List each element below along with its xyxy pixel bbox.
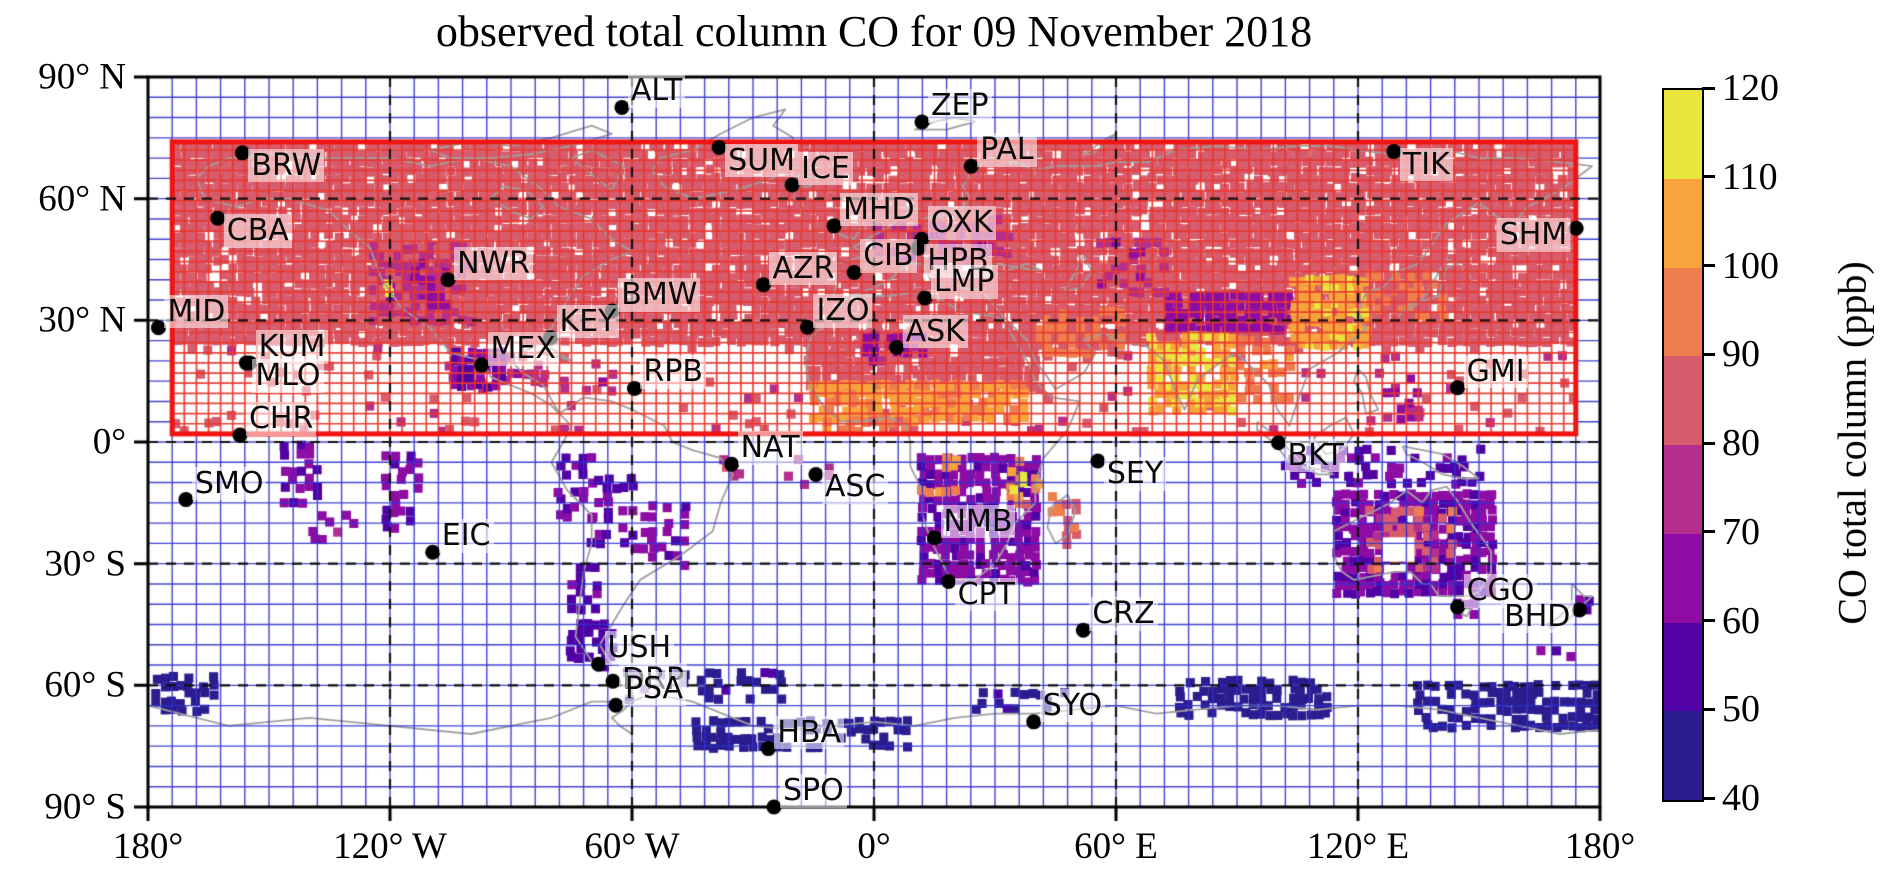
colorbar-tick-label: 100 [1722, 244, 1779, 287]
colorbar-tick [1702, 175, 1715, 179]
station-label-psa: PSA [621, 672, 687, 706]
colorbar-band [1664, 267, 1702, 357]
x-tick-label: 60° E [1074, 826, 1158, 867]
y-tick-label: 0° [92, 421, 126, 463]
station-label-mhd: MHD [840, 193, 918, 227]
station-label-nat: NAT [737, 431, 803, 465]
station-label-asc: ASC [821, 470, 889, 505]
colorbar-tick [1702, 86, 1715, 90]
x-tick-label: 120° E [1306, 826, 1410, 867]
y-tick-label: 60° N [38, 178, 126, 220]
station-label-shm: SHM [1496, 218, 1571, 252]
station-label-mex: MEX [487, 332, 559, 366]
station-label-alt: ALT [627, 74, 686, 108]
station-label-brw: BRW [248, 149, 325, 183]
colorbar-tick-label: 90 [1722, 333, 1760, 376]
station-label-spo: SPO [779, 774, 847, 808]
x-tick-label: 0° [857, 826, 891, 867]
station-label-sum: SUM [725, 143, 798, 178]
station-label-cpt: CPT [954, 577, 1018, 612]
colorbar-tick [1702, 707, 1715, 711]
colorbar-band [1664, 711, 1702, 800]
station-label-gmi: GMI [1463, 355, 1528, 389]
y-tick-label: 90° N [38, 56, 126, 98]
station-label-tik: TIK [1399, 148, 1453, 182]
x-tick-label: 120° W [333, 826, 447, 867]
station-label-zep: ZEP [927, 89, 992, 123]
station-label-oxk: OXK [927, 206, 996, 240]
station-label-mlo: MLO [252, 359, 324, 393]
station-label-syo: SYO [1039, 689, 1106, 723]
station-label-lmp: LMP [930, 265, 998, 299]
colorbar-band [1664, 356, 1702, 445]
colorbar-tick-label: 80 [1722, 422, 1760, 464]
colorbar-tick-label: 120 [1722, 67, 1779, 109]
station-label-key: KEY [556, 305, 620, 339]
station-label-pal: PAL [977, 133, 1037, 167]
station-label-eic: EIC [438, 519, 494, 553]
station-label-crz: CRZ [1089, 597, 1158, 631]
colorbar-band [1664, 178, 1702, 268]
colorbar-tick [1702, 352, 1715, 356]
station-label-smo: SMO [191, 466, 267, 501]
station-label-azr: AZR [769, 252, 838, 286]
colorbar-tick [1702, 264, 1715, 267]
colorbar-band [1664, 445, 1702, 534]
colorbar-tick-label: 70 [1722, 510, 1760, 553]
colorbar-band [1664, 622, 1702, 712]
colorbar-tick [1702, 796, 1715, 800]
colorbar-title: CO total column (ppb) [1829, 261, 1875, 625]
x-tick-label: 180° [112, 826, 184, 867]
station-label-kum: KUM [255, 330, 329, 364]
colorbar-tick-label: 110 [1722, 155, 1778, 198]
colorbar-tick-label: 40 [1722, 777, 1760, 819]
colorbar-tick-label: 60 [1722, 599, 1760, 642]
station-label-mid: MID [164, 295, 229, 329]
station-label-chr: CHR [245, 402, 317, 436]
figure-title: observed total column CO for 09 November… [435, 7, 1313, 56]
y-tick-label: 90° S [44, 786, 126, 828]
colorbar-tick-label: 50 [1722, 688, 1760, 731]
colorbar [1662, 88, 1704, 802]
station-label-ice: ICE [798, 152, 853, 186]
colorbar-tick [1702, 441, 1715, 445]
x-tick-label: 60° W [584, 826, 680, 867]
station-label-cib: CIB [860, 239, 917, 274]
station-label-rpb: RPB [640, 355, 706, 390]
colorbar-tick [1702, 619, 1715, 622]
station-label-izo: IZO [813, 294, 873, 328]
station-label-ush: USH [604, 631, 675, 665]
station-label-ask: ASK [902, 314, 968, 349]
x-tick-label: 180° [1564, 826, 1636, 867]
station-label-bkt: BKT [1284, 439, 1347, 473]
y-tick-label: 60° S [44, 664, 126, 706]
station-label-bmw: BMW [618, 278, 701, 312]
station-label-cba: CBA [223, 214, 292, 248]
colorbar-tick [1702, 530, 1715, 534]
colorbar-band [1664, 533, 1702, 623]
station-label-sey: SEY [1103, 457, 1167, 491]
station-label-nmb: NMB [940, 505, 1016, 539]
y-tick-label: 30° N [38, 299, 126, 341]
station-label-bhd: BHD [1501, 600, 1574, 634]
colorbar-band [1664, 90, 1702, 179]
station-label-hba: HBA [774, 715, 844, 750]
station-label-nwr: NWR [454, 247, 534, 281]
y-tick-label: 30° S [44, 543, 126, 585]
